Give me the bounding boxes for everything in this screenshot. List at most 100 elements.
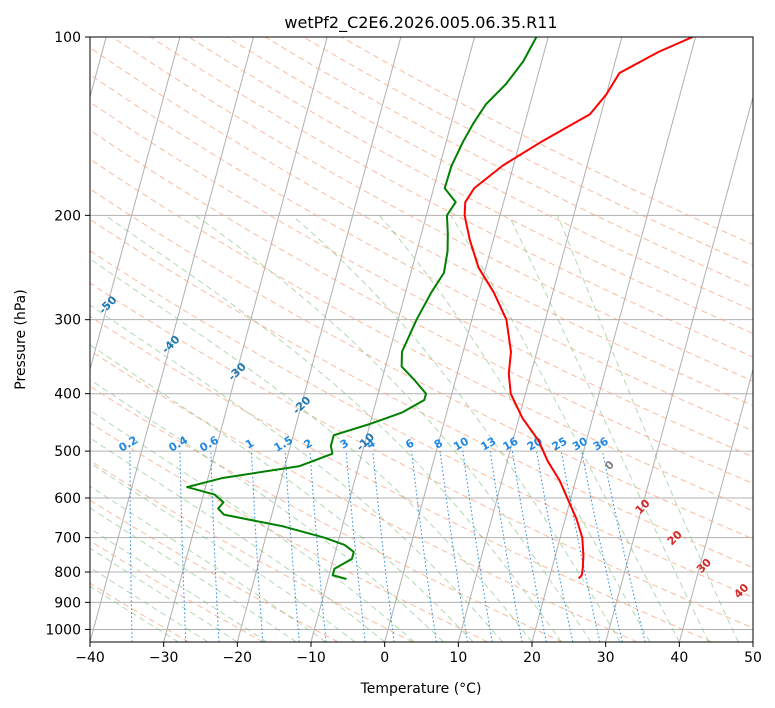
y-tick-label: 300	[54, 313, 81, 329]
mixing-ratio-label: 3	[338, 437, 351, 452]
dry-adiabat-line	[90, 422, 488, 642]
dry-adiabat-line	[150, 37, 753, 358]
isotherm-line	[678, 367, 753, 642]
x-tick-label: 10	[449, 650, 467, 666]
dry-adiabat-line	[112, 37, 753, 382]
dry-adiabat-line	[90, 282, 753, 629]
x-tick-label: 0	[380, 650, 389, 666]
mixing-ratio-line	[581, 451, 623, 642]
y-tick-label: 400	[54, 387, 81, 403]
moist-adiabat-label: 10	[633, 497, 653, 517]
temperature-profile-line	[463, 37, 693, 580]
x-tick-label: −30	[149, 650, 179, 666]
dry-adiabat-line	[90, 250, 753, 598]
mixing-ratio-line	[411, 451, 437, 642]
x-axis-ticks: −40 −30 −20 −10 0 10 20 30 40 50	[75, 642, 762, 666]
y-tick-label: 900	[54, 595, 81, 611]
isotherm-label: -40	[159, 333, 182, 356]
y-tick-label: 600	[54, 491, 81, 507]
dry-adiabat-line	[90, 218, 753, 569]
mixing-ratio-line	[560, 451, 601, 642]
isotherm-label: -50	[96, 293, 119, 316]
dewpoint-profile-line	[186, 37, 538, 580]
isotherm-label: -10	[354, 430, 377, 453]
moist-adiabat-line	[90, 437, 385, 642]
dry-adiabat-line	[90, 350, 638, 642]
moist-adiabat-line	[90, 344, 474, 642]
isotherm-line	[310, 37, 476, 642]
moist-adiabat-line	[90, 462, 356, 642]
y-tick-label: 500	[54, 444, 81, 460]
mixing-ratio-line	[309, 451, 327, 642]
moist-adiabat-line	[508, 215, 710, 642]
dry-adiabat-line	[90, 129, 753, 485]
x-tick-label: −40	[75, 650, 105, 666]
mixing-ratio-line	[82, 451, 83, 642]
moist-adiabat-label: 0	[602, 458, 617, 473]
moist-adiabat-line	[378, 215, 651, 642]
moist-adiabat-line	[90, 379, 444, 642]
isotherm-line	[163, 37, 328, 642]
moist-adiabat-line	[90, 485, 327, 642]
y-tick-label: 700	[54, 531, 81, 547]
isotherm-line	[384, 37, 549, 642]
moist-adiabat-line	[291, 214, 621, 642]
isotherm-label: -30	[226, 360, 249, 383]
mixing-ratio-line	[284, 451, 300, 642]
x-tick-label: 50	[744, 650, 762, 666]
dry-adiabat-line	[90, 188, 753, 540]
mixing-ratio-line	[372, 451, 395, 642]
x-tick-label: 30	[597, 650, 615, 666]
moist-adiabat-label: 30	[694, 556, 714, 576]
profile-series	[186, 37, 693, 580]
x-tick-label: −20	[223, 650, 253, 666]
dry-adiabat-line	[90, 460, 414, 642]
x-axis-label: Temperature (°C)	[360, 681, 482, 697]
dry-adiabat-line	[90, 315, 712, 642]
dry-adiabat-line	[90, 101, 753, 458]
moist-adiabat-line	[104, 214, 562, 642]
y-tick-label: 800	[54, 565, 81, 581]
dry-adiabat-line	[90, 385, 563, 642]
dry-adiabat-line	[341, 37, 753, 245]
isotherm-line	[90, 37, 255, 642]
moist-adiabat-line	[90, 585, 179, 642]
mixing-ratio-line	[439, 451, 469, 642]
x-tick-label: 20	[523, 650, 541, 666]
dry-adiabat-line	[264, 37, 753, 289]
moist-adiabat-line	[90, 258, 533, 642]
x-tick-label: −10	[296, 650, 326, 666]
mixing-ratio-line	[129, 451, 133, 642]
mixing-ratio-line	[345, 451, 366, 642]
moist-adiabat-line	[450, 215, 680, 642]
moist-adiabat-line	[90, 409, 415, 642]
isotherm-label: -60	[36, 245, 59, 268]
mixing-ratio-line	[536, 451, 574, 642]
x-tick-label: 40	[670, 650, 688, 666]
dry-adiabat-line	[90, 582, 190, 642]
background-reference-lines	[82, 37, 753, 642]
chart-title: wetPf2_C2E6.2026.005.06.35.R11	[284, 13, 557, 33]
y-tick-label: 200	[54, 208, 81, 224]
isotherm-line	[605, 95, 753, 642]
isotherm-line	[236, 37, 402, 642]
isotherm-line	[752, 640, 753, 642]
isotherm-line	[90, 37, 181, 372]
moist-adiabat-line	[557, 215, 739, 642]
moist-adiabat-line	[195, 214, 592, 642]
moist-adiabat-line	[90, 507, 297, 642]
dry-adiabat-line	[90, 73, 753, 432]
y-tick-label: 100	[54, 30, 81, 46]
plot-frame	[89, 36, 754, 643]
moist-adiabat-label: 40	[731, 581, 751, 601]
isotherm-line	[531, 37, 697, 642]
isotherm-line	[457, 37, 623, 642]
moist-adiabat-line	[90, 547, 238, 642]
dry-adiabat-line	[90, 158, 753, 512]
isotherm-label: -20	[290, 394, 313, 417]
y-axis-ticks: 100 200 300 400 500 600 700 800 900 1000	[45, 30, 90, 638]
mixing-ratio-line	[462, 451, 493, 642]
mixing-ratio-line	[602, 451, 646, 642]
y-axis-label: Pressure (hPa)	[13, 289, 29, 389]
